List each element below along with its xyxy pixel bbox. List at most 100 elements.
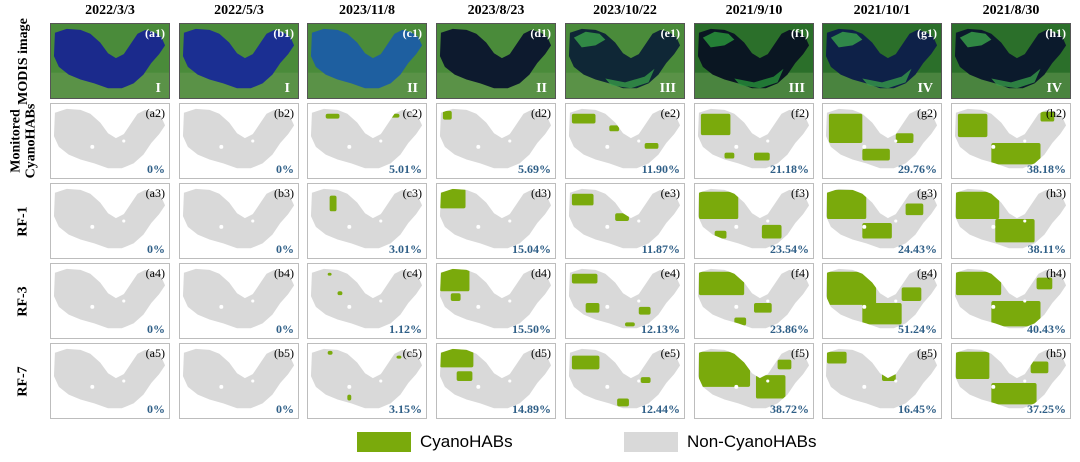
satellite-scene: [823, 24, 941, 98]
legend-label-cyanohabs: CyanoHABs: [420, 432, 513, 451]
modis-image-d: (d1) II: [436, 23, 556, 99]
rf1-map-g: (g3) 24.43%: [822, 183, 942, 259]
coverage-percent: 0%: [147, 162, 165, 176]
lake-map: [825, 108, 938, 169]
panel-label: (f3): [791, 186, 809, 200]
rf3-map-g: (g4) 51.24%: [822, 263, 942, 339]
water-class-label: III: [659, 81, 676, 96]
date-header-d: 2023/8/23: [467, 3, 525, 18]
panel-label: (g2): [917, 106, 937, 120]
date-header-b: 2022/5/3: [214, 3, 264, 18]
panel-label: (d2): [531, 106, 551, 120]
monitored-map-b: (b2) 0%: [179, 103, 299, 179]
rf3-map-c: (c4) 1.12%: [307, 263, 427, 339]
coverage-percent: 38.18%: [1027, 162, 1066, 176]
coverage-percent: 0%: [276, 242, 294, 256]
panel-label: (d1): [530, 26, 551, 40]
coverage-percent: 11.90%: [641, 162, 680, 176]
panel-label: (a5): [145, 346, 165, 360]
lake-map: [697, 268, 810, 329]
rf7-map-e: (e5) 12.44%: [565, 343, 685, 419]
monitored-map-d: (d2) 5.69%: [436, 103, 556, 179]
panel-label: (d4): [531, 266, 551, 280]
lake-map: [439, 188, 552, 249]
rf7-map-f: (f5) 38.72%: [694, 343, 814, 419]
panel-label: (f2): [791, 106, 809, 120]
lake-map: [825, 268, 938, 329]
lake-map: [568, 348, 681, 409]
coverage-percent: 5.01%: [389, 162, 422, 176]
lake-map: [825, 188, 938, 249]
coverage-percent: 23.86%: [770, 322, 809, 336]
water-class-label: I: [155, 81, 161, 96]
rf7-map-b: (b5) 0%: [179, 343, 299, 419]
coverage-percent: 37.25%: [1027, 402, 1066, 416]
lake-map: [954, 268, 1067, 329]
coverage-percent: 0%: [276, 162, 294, 176]
satellite-scene: [566, 24, 684, 98]
panel-label: (h4): [1046, 266, 1066, 280]
coverage-percent: 23.54%: [770, 242, 809, 256]
panel-label: (c2): [402, 106, 422, 120]
panel-label: (c4): [402, 266, 422, 280]
coverage-percent: 0%: [147, 322, 165, 336]
lake-map: [439, 108, 552, 169]
lake-map: [310, 108, 423, 169]
lake-map: [182, 188, 295, 249]
coverage-percent: 38.72%: [770, 402, 809, 416]
rf1-map-h: (h3) 38.11%: [951, 183, 1071, 259]
coverage-percent: 0%: [147, 242, 165, 256]
rf1-map-c: (c3) 3.01%: [307, 183, 427, 259]
legend-label-non-cyanohabs: Non-CyanoHABs: [687, 432, 817, 451]
coverage-percent: 24.43%: [898, 242, 937, 256]
rf7-map-d: (d5) 14.89%: [436, 343, 556, 419]
panel-label: (e3): [660, 186, 680, 200]
monitored-map-g: (g2) 29.76%: [822, 103, 942, 179]
panel-label: (e1): [660, 26, 680, 40]
satellite-scene: [695, 24, 813, 98]
lake-map: [53, 108, 166, 169]
legend-swatch-cyanohabs: [357, 432, 411, 452]
lake-map: [310, 188, 423, 249]
monitored-map-f: (f2) 21.18%: [694, 103, 814, 179]
panel-label: (b1): [273, 26, 294, 40]
panel-label: (b4): [274, 266, 294, 280]
lake-map: [568, 108, 681, 169]
water-class-label: I: [284, 81, 290, 96]
panel-label: (a4): [145, 266, 165, 280]
lake-map: [310, 268, 423, 329]
modis-image-f: (f1) III: [694, 23, 814, 99]
lake-map: [53, 188, 166, 249]
water-class-label: IV: [917, 81, 933, 96]
coverage-percent: 11.87%: [641, 242, 680, 256]
coverage-percent: 12.13%: [641, 322, 680, 336]
satellite-scene: [308, 24, 426, 98]
panel-label: (g5): [917, 346, 937, 360]
lake-map: [182, 268, 295, 329]
rf1-map-d: (d3) 15.04%: [436, 183, 556, 259]
lake-map: [439, 348, 552, 409]
panel-label: (g3): [917, 186, 937, 200]
lake-map: [310, 348, 423, 409]
coverage-percent: 12.44%: [641, 402, 680, 416]
modis-image-c: (c1) II: [307, 23, 427, 99]
rf3-map-e: (e4) 12.13%: [565, 263, 685, 339]
satellite-scene: [952, 24, 1070, 98]
rf7-map-c: (c5) 3.15%: [307, 343, 427, 419]
lake-map: [568, 188, 681, 249]
coverage-percent: 51.24%: [898, 322, 937, 336]
rf3-map-b: (b4) 0%: [179, 263, 299, 339]
lake-map: [954, 188, 1067, 249]
coverage-percent: 1.12%: [389, 322, 422, 336]
panel-label: (b5): [274, 346, 294, 360]
coverage-percent: 0%: [276, 402, 294, 416]
coverage-percent: 5.69%: [518, 162, 551, 176]
legend-swatch-non-cyanohabs: [624, 432, 678, 452]
panel-label: (g1): [917, 26, 937, 40]
coverage-percent: 16.45%: [898, 402, 937, 416]
lake-map: [954, 108, 1067, 169]
coverage-percent: 3.15%: [389, 402, 422, 416]
date-header-h: 2021/8/30: [982, 3, 1040, 18]
date-header-c: 2023/11/8: [338, 3, 395, 18]
rf3-map-f: (f4) 23.86%: [694, 263, 814, 339]
